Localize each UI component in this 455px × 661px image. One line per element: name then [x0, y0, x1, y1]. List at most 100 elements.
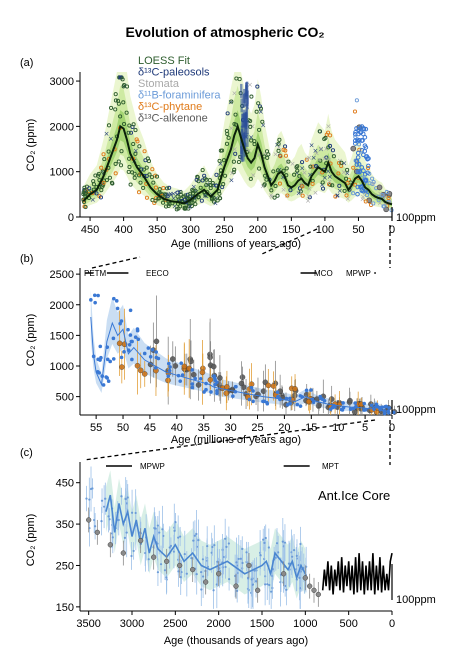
panel-a-point: × — [327, 173, 333, 181]
panel-a-point: × — [232, 89, 238, 97]
panel-a-y-tick-label: 0 — [68, 212, 74, 224]
panel-b-point — [247, 397, 252, 402]
panel-b-point — [387, 406, 391, 410]
panel-c-point — [203, 579, 209, 585]
panel-b-point — [134, 362, 141, 369]
panel-a-point: × — [290, 160, 296, 168]
panel-c-data — [85, 466, 393, 609]
panel-b-data — [89, 289, 398, 416]
panel-a-point — [359, 138, 365, 143]
panel-a-point — [154, 174, 160, 179]
panel-a-point — [352, 138, 358, 144]
panel-b-point — [96, 293, 100, 298]
panel-a-legend-entry: δ¹³C-phytane — [138, 101, 202, 113]
panel-b-point — [215, 380, 219, 385]
panel-c-point — [134, 511, 137, 515]
panel-c-point — [270, 590, 273, 593]
panel-a-point: × — [262, 150, 268, 158]
panel-a-point: × — [311, 154, 317, 162]
panel-b-point — [204, 387, 208, 392]
panel-c-point — [91, 487, 94, 490]
panel-a-point: × — [306, 154, 312, 162]
panel-b-point — [179, 361, 184, 365]
panel-b-point — [190, 371, 197, 378]
panel-a-point — [149, 175, 154, 180]
panel-a-x-tick-label: 0 — [389, 224, 395, 236]
panel-b-point — [198, 376, 203, 381]
panel-a-point: × — [322, 174, 328, 182]
panel-a-x-tick-label: 300 — [182, 224, 200, 236]
panel-b-point — [180, 373, 185, 377]
panel-a-point — [174, 207, 179, 212]
panel-a-point — [221, 182, 226, 187]
panel-a-point — [153, 185, 158, 190]
panel-a-point: × — [273, 150, 279, 158]
panel-a-x-label: Age (millions of years ago) — [171, 238, 301, 250]
panel-c-x-ticks: 3500 3000 2500 2000 1500 1000 500 0 — [76, 611, 395, 630]
panel-a-point — [357, 138, 362, 143]
panel-a-point: × — [177, 188, 183, 196]
panel-b-x-label: Age (millions of years ago) — [171, 434, 301, 446]
panel-b-y-ticks: 500 1000 1500 2000 2500 — [50, 269, 80, 404]
panel-a-point — [190, 191, 196, 196]
panel-a-point — [175, 190, 180, 195]
panel-b-point — [304, 388, 309, 393]
panel-a-point — [81, 190, 86, 195]
panel-b-point — [353, 401, 357, 405]
panel-a-point: × — [168, 191, 174, 199]
panel-c-y-tick-label: 450 — [56, 478, 74, 490]
panel-c-point — [159, 563, 163, 566]
panel-a-point — [257, 166, 262, 171]
panel-b-point — [251, 389, 255, 393]
panel-b-y-tick-label: 2500 — [50, 269, 74, 281]
panel-a-point — [165, 186, 170, 191]
panel-a-point: × — [98, 179, 104, 187]
panel-a-point — [376, 184, 383, 191]
panel-a-point — [128, 130, 134, 135]
panel-c-point — [100, 520, 103, 523]
panel-a-point: × — [382, 200, 388, 208]
panel-c-band — [106, 470, 306, 599]
panel-a-scatter: ××××××××× ××× ×××××× ××××× ××× ××××××××××××××… — [81, 73, 394, 213]
panel-a-point — [313, 164, 319, 169]
panel-b-point — [369, 403, 374, 408]
panel-c-point — [86, 517, 92, 523]
panel-c-point — [224, 537, 227, 540]
panel-a-point — [327, 143, 333, 149]
panel-b-point — [193, 376, 197, 381]
panel-b-point — [105, 376, 109, 380]
panel-a-point — [166, 203, 171, 208]
panel-b-point — [112, 296, 116, 301]
panel-b-annotations: PETM EECO MCO MPWP — [84, 269, 376, 278]
panel-b-point — [298, 404, 303, 408]
panel-a-point — [356, 127, 362, 132]
panel-a-point: × — [285, 158, 291, 166]
panel-b-point — [97, 371, 102, 375]
panel-a-point — [167, 185, 172, 190]
panel-c-point — [123, 536, 127, 539]
panel-a-point — [113, 107, 118, 112]
panel-a-point — [244, 123, 247, 138]
panel-a-point — [200, 168, 205, 173]
panel-a-point — [339, 160, 344, 165]
panel-a-point: × — [321, 155, 327, 163]
panel-a-point: × — [228, 125, 234, 133]
panel-a-point — [257, 104, 262, 109]
panel-c-point — [233, 583, 239, 589]
panel-a-point — [386, 195, 391, 201]
panel-a-legend-entry: δ¹¹B-foraminifera — [138, 90, 221, 102]
panel-c-point — [201, 558, 205, 561]
panel-a-point — [133, 151, 138, 156]
panel-a-point — [344, 193, 349, 198]
panel-c-annotation-label: MPWP — [140, 462, 165, 471]
panel-b-point — [115, 306, 120, 311]
panel-b-point — [383, 404, 388, 409]
panel-b-point — [223, 390, 230, 397]
panel-a-point — [157, 190, 162, 195]
panel-a-point — [255, 84, 260, 89]
panel-a-point: × — [256, 151, 262, 159]
panel-a-point — [359, 124, 365, 129]
panel-a-point: × — [327, 178, 333, 186]
panel-a-point: × — [250, 172, 256, 180]
panel-c-point — [250, 578, 253, 581]
